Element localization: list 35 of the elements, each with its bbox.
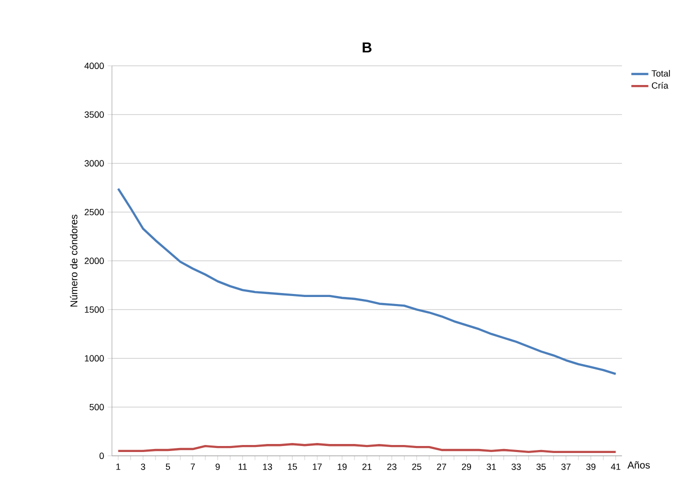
x-tick-label: 37	[561, 464, 571, 470]
x-tick-label: 9	[216, 464, 220, 470]
y-tick-label: 0	[100, 452, 104, 460]
y-tick-label: 3000	[84, 160, 104, 167]
x-axis-title: Años	[627, 461, 650, 469]
x-tick-label: 3	[140, 464, 146, 470]
y-tick-label: 2500	[84, 208, 104, 216]
x-tick-label: 33	[512, 464, 521, 470]
y-tick-label: 1000	[84, 355, 104, 362]
x-tick-label: 25	[412, 464, 422, 470]
y-tick-label: 1500	[84, 306, 104, 313]
x-tick-label: 17	[312, 464, 322, 470]
x-tick-label: 13	[263, 464, 272, 470]
x-tick-label: 21	[362, 464, 372, 470]
legend-label: Cría	[652, 82, 668, 89]
x-tick-label: 27	[437, 464, 446, 470]
x-tick-label: 41	[610, 464, 620, 470]
x-tick-label: 23	[387, 464, 396, 470]
x-tick-label: 29	[462, 464, 472, 470]
x-tick-label: 31	[486, 464, 496, 470]
chart-title: B	[362, 42, 372, 52]
x-tick-label: 19	[338, 464, 347, 470]
y-tick-label: 3500	[84, 111, 104, 118]
y-tick-label: 500	[90, 404, 104, 410]
x-tick-label: 39	[586, 464, 596, 470]
y-tick-label: 4000	[84, 62, 104, 70]
x-tick-label: 11	[238, 464, 247, 470]
y-tick-label: 2000	[84, 258, 104, 264]
y-axis-title: Número de cóndores	[70, 214, 78, 307]
x-tick-label: 15	[288, 464, 297, 470]
x-tick-label: 7	[190, 464, 195, 470]
x-tick-label: 1	[116, 464, 120, 470]
x-tick-label: 5	[166, 464, 170, 470]
legend-label: Total	[652, 70, 670, 77]
x-tick-label: 35	[536, 464, 546, 470]
